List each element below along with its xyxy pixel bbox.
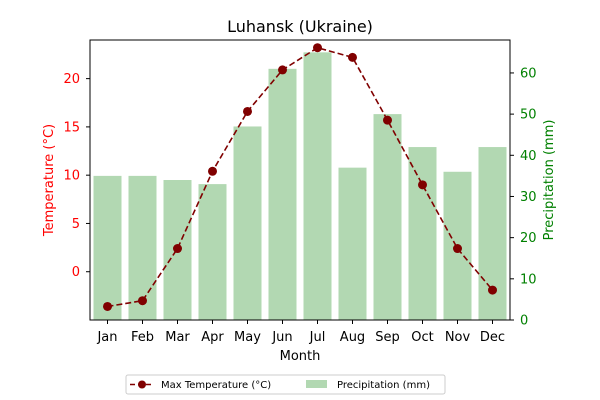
left-y-tick-label: 0 [72,265,80,280]
x-tick-label-jul: Jul [309,330,326,345]
right-y-tick-label: 10 [520,272,537,287]
legend-temperature-marker [138,380,146,389]
temperature-point-sep [383,115,392,125]
plot-frame [89,39,511,321]
right-y-tick-label: 60 [520,66,537,81]
precipitation-bar-jul [303,52,332,321]
precipitation-bar-oct [408,147,437,320]
temperature-point-oct [418,180,427,190]
x-tick-label-aug: Aug [340,330,365,345]
legend: Max Temperature (°C) Precipitation (mm) [125,374,446,395]
left-y-axis: 0 5 10 15 20 [63,72,90,280]
temperature-point-mar [173,244,182,254]
precipitation-bar-feb [128,175,157,320]
x-tick-label-feb: Feb [131,330,154,345]
x-tick-label-dec: Dec [480,330,505,345]
x-axis: Jan Feb Mar Apr May Jun Jul Aug Sep Oct Nov Dec [96,320,505,345]
precipitation-bar-sep [373,114,402,320]
temperature-point-jun [278,65,287,75]
x-tick-label-mar: Mar [165,330,190,345]
precipitation-bar-may [233,126,262,321]
right-y-tick-label: 30 [520,190,537,205]
precipitation-bar-apr [198,184,227,320]
temperature-point-jan [103,301,112,311]
temperature-point-feb [138,296,147,306]
left-y-tick-label: 15 [63,120,80,135]
temperature-point-aug [348,52,357,62]
temperature-point-may [243,106,252,116]
left-y-axis-title: Temperature (°C) [42,124,57,237]
temperature-line [103,43,497,311]
x-tick-label-jun: Jun [271,330,292,345]
right-y-tick-label: 20 [520,231,537,246]
temperature-point-nov [453,244,462,254]
precipitation-bar-aug [338,167,367,320]
chart-title: Luhansk (Ukraine) [227,17,373,36]
right-y-axis-title: Precipitation (mm) [542,120,557,241]
legend-precipitation-swatch [306,380,327,388]
x-tick-label-apr: Apr [201,330,224,345]
x-tick-label-oct: Oct [411,330,433,345]
x-tick-label-sep: Sep [375,330,400,345]
precipitation-bars [93,52,507,321]
precipitation-bar-jan [93,175,122,320]
right-y-tick-label: 40 [520,149,537,164]
left-y-tick-label: 20 [63,72,80,87]
left-y-tick-label: 5 [72,217,80,232]
temperature-point-dec [488,285,497,295]
right-y-tick-label: 50 [520,108,537,123]
temperature-series-line [107,46,494,308]
precipitation-bar-jun [268,68,297,320]
x-tick-label-may: May [234,330,261,345]
x-tick-label-jan: Jan [96,330,117,345]
x-axis-title: Month [280,349,321,364]
legend-precipitation-label: Precipitation (mm) [337,380,430,391]
right-y-tick-label: 0 [520,314,528,329]
temperature-point-apr [208,166,217,176]
legend-box [125,374,446,395]
right-y-axis: 0 10 20 30 40 50 60 [510,66,537,329]
legend-temperature-label: Max Temperature (°C) [161,380,271,391]
x-tick-label-nov: Nov [445,330,471,345]
left-y-tick-label: 10 [63,169,80,184]
temperature-point-jul [313,43,322,53]
